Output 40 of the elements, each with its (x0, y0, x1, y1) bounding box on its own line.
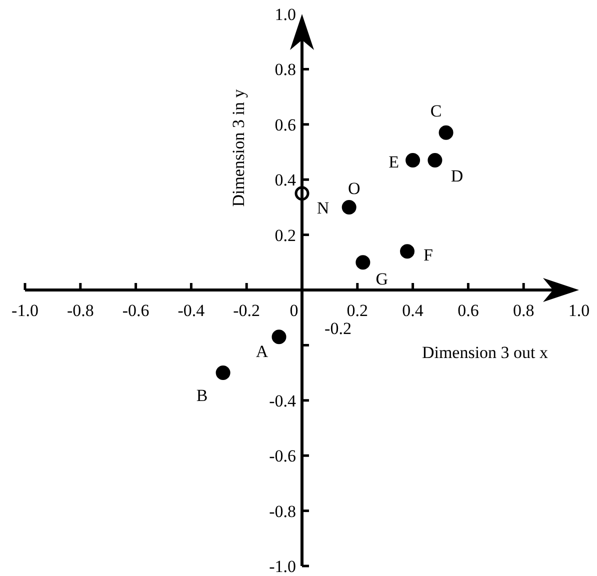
annotation: D (450, 166, 464, 186)
y-tick-label: -1.0 (269, 557, 296, 576)
x-axis-title: Dimension 3 out x (422, 343, 549, 362)
point (356, 255, 370, 270)
point (342, 200, 356, 214)
x-tick-label: 0.6 (458, 301, 479, 320)
y-tick-label: 0.8 (274, 60, 296, 80)
x-tick-label: 0.8 (512, 301, 534, 320)
annotation: A (256, 342, 269, 361)
x-tick-label: 1.0 (568, 301, 590, 320)
point (406, 153, 420, 168)
x-tick-label: -0.4 (178, 301, 206, 320)
point (428, 153, 442, 168)
annotation: -0.2 (324, 319, 352, 338)
annotation: O (348, 179, 360, 198)
y-tick-label: -0.6 (269, 446, 296, 466)
y-tick-label: 1.0 (274, 5, 296, 24)
x-tick-label: -0.6 (122, 301, 150, 320)
y-axis-title: Dimension 3 in y (229, 88, 248, 207)
y-tick-label: 0.2 (274, 226, 296, 245)
y-tick-label: 0.6 (274, 115, 296, 134)
annotation: E (388, 152, 399, 172)
y-tick-label: 0.4 (274, 170, 296, 190)
x-tick-label: 0.4 (402, 301, 424, 320)
x-tick-label: -0.2 (233, 301, 260, 320)
point (216, 366, 230, 380)
y-tick-label: -0.8 (269, 502, 296, 521)
point (272, 330, 286, 344)
x-tick-label: -0.8 (66, 301, 94, 320)
x-tick-label: -1.0 (12, 301, 38, 320)
point (400, 244, 415, 259)
annotation: B (196, 386, 208, 405)
x-tick-label: 0.2 (346, 301, 368, 320)
annotation: C (430, 102, 442, 121)
annotation: N (316, 198, 330, 218)
annotation: F (424, 245, 433, 264)
y-tick-label: -0.4 (269, 391, 296, 410)
annotation: G (376, 269, 388, 288)
x-tick-label: 0 (290, 301, 298, 320)
point (438, 125, 454, 140)
